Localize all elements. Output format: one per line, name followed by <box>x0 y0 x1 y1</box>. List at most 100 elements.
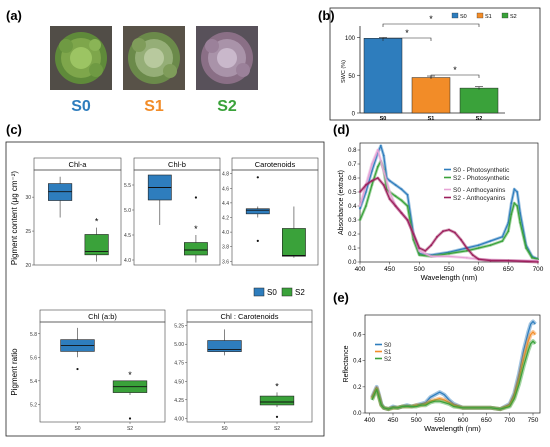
x-tick-label: S0 <box>380 116 387 122</box>
panel-b: (b) 0 50 100 SWC (%) S0 S1 S2 * * * S0 S1 S2 <box>318 7 541 122</box>
x-tick-label: S0 <box>221 426 227 432</box>
series-point <box>477 247 480 249</box>
panel-e-label: (e) <box>333 290 349 305</box>
series-point <box>531 256 533 259</box>
panel-c-frame <box>5 141 325 437</box>
y-tick-label: 5.0 <box>124 208 131 214</box>
x-tick-label: 550 <box>444 266 455 273</box>
series-point <box>406 205 409 207</box>
legend-label: S2 <box>384 357 392 363</box>
y-tick-label: 5.4 <box>30 379 37 385</box>
y-tick-label: 4.5 <box>124 233 131 239</box>
series-point <box>513 202 516 205</box>
box-s2 <box>282 228 306 257</box>
significance-bracket <box>382 23 480 27</box>
legend-label: S2 - Photosynthetic <box>453 175 510 182</box>
series-point <box>371 179 373 182</box>
y-tick-label: 0.4 <box>348 204 357 210</box>
outlier-point <box>256 176 259 179</box>
box-s0 <box>245 208 270 215</box>
series-point <box>519 221 522 224</box>
legend-label: S1 <box>485 14 492 20</box>
series-point <box>507 230 510 233</box>
reflectance-chart: 400 450 500 550 600 650 700 750 0.0 0.2 0.4 0.6 Wave… <box>343 314 541 433</box>
x-tick-label: 450 <box>388 417 399 424</box>
box-s2 <box>84 234 109 256</box>
series-point <box>501 240 504 242</box>
facet-frame <box>186 321 313 423</box>
series-point <box>489 240 492 242</box>
series-point <box>501 235 504 238</box>
series-point <box>376 165 379 168</box>
y-tick-label: 4.25 <box>174 398 184 404</box>
legend-swatch-s2 <box>281 287 293 297</box>
panel-c: (c) Chl-a 20 25 30 * Chl-b 4.0 4.5 5.0 5.5 * Carote… <box>5 122 325 437</box>
series-point <box>507 221 510 224</box>
y-tick-label: 30 <box>25 195 31 201</box>
y-tick-label: 5.2 <box>30 402 37 408</box>
x-axis-title: Wavelength (nm) <box>424 424 481 433</box>
series-point <box>510 213 513 216</box>
y-tick-label: 5.8 <box>30 332 37 338</box>
series-point <box>371 170 373 172</box>
y-tick-label: 4.4 <box>222 201 229 207</box>
y-tick-label: 0.2 <box>348 232 357 238</box>
x-tick-label: 750 <box>528 417 539 424</box>
legend-swatch-s2 <box>501 12 509 19</box>
x-tick-label: 400 <box>355 266 366 273</box>
series-point <box>465 247 468 249</box>
legend-swatch-s1 <box>476 12 484 19</box>
series-point <box>525 247 527 249</box>
series-point <box>430 254 433 256</box>
series-point <box>454 231 456 234</box>
series-point <box>537 259 539 262</box>
y-tick-label: 0.7 <box>348 162 357 168</box>
y-tick-label: 4.6 <box>222 186 229 192</box>
series-point <box>519 212 522 214</box>
y-tick-label: 0.5 <box>348 190 357 196</box>
series-point <box>516 205 519 207</box>
x-tick-label: S2 <box>127 426 133 432</box>
series-point <box>442 230 444 233</box>
panel-b-label: (b) <box>318 8 335 23</box>
series-point <box>418 249 421 252</box>
series-point <box>418 247 421 249</box>
significance-star: * <box>453 65 457 75</box>
series-point <box>424 249 427 252</box>
x-tick-label: 650 <box>481 417 492 424</box>
significance-star: * <box>95 217 99 227</box>
x-tick-label: S2 <box>274 426 280 432</box>
significance-star: * <box>405 28 409 38</box>
significance-star: * <box>128 370 132 380</box>
series-point <box>513 188 516 191</box>
y-tick-label: 0.6 <box>348 176 357 182</box>
facet-frame <box>33 169 122 266</box>
y-axis-title: Absorbance (extract) <box>338 170 345 235</box>
y-tick-label: 4.2 <box>222 216 229 222</box>
y-tick-label: 50 <box>348 74 355 80</box>
series-point <box>430 244 433 247</box>
outlier-point <box>275 415 279 418</box>
facet-frame <box>133 169 221 266</box>
absorbance-chart: 400 450 500 550 600 650 700 0.0 0.1 0.2 0.3 0.4 0.5 0… <box>338 142 544 282</box>
panel-c-label: (c) <box>6 122 22 137</box>
outlier-point <box>194 196 198 199</box>
y-tick-label: 100 <box>345 36 356 42</box>
facet-chl-b: Chl-b 4.0 4.5 5.0 5.5 * <box>124 157 221 266</box>
facet-title: Chl-a <box>69 160 88 169</box>
significance-bracket <box>382 37 432 41</box>
box-s0 <box>207 340 242 352</box>
x-tick-label: 550 <box>434 417 445 424</box>
significance-star: * <box>429 14 433 24</box>
series-point <box>376 177 379 179</box>
series-point <box>394 205 397 207</box>
series-line-3 <box>359 177 539 263</box>
y-axis-title: SWC (%) <box>341 60 347 83</box>
series-line-2 <box>371 340 536 410</box>
legend-label: S0 <box>267 288 277 297</box>
bar-s1 <box>411 77 451 114</box>
series-point <box>448 228 450 231</box>
series-point <box>510 202 513 205</box>
x-tick-label: 700 <box>504 417 515 424</box>
x-tick-label: 650 <box>503 266 514 273</box>
